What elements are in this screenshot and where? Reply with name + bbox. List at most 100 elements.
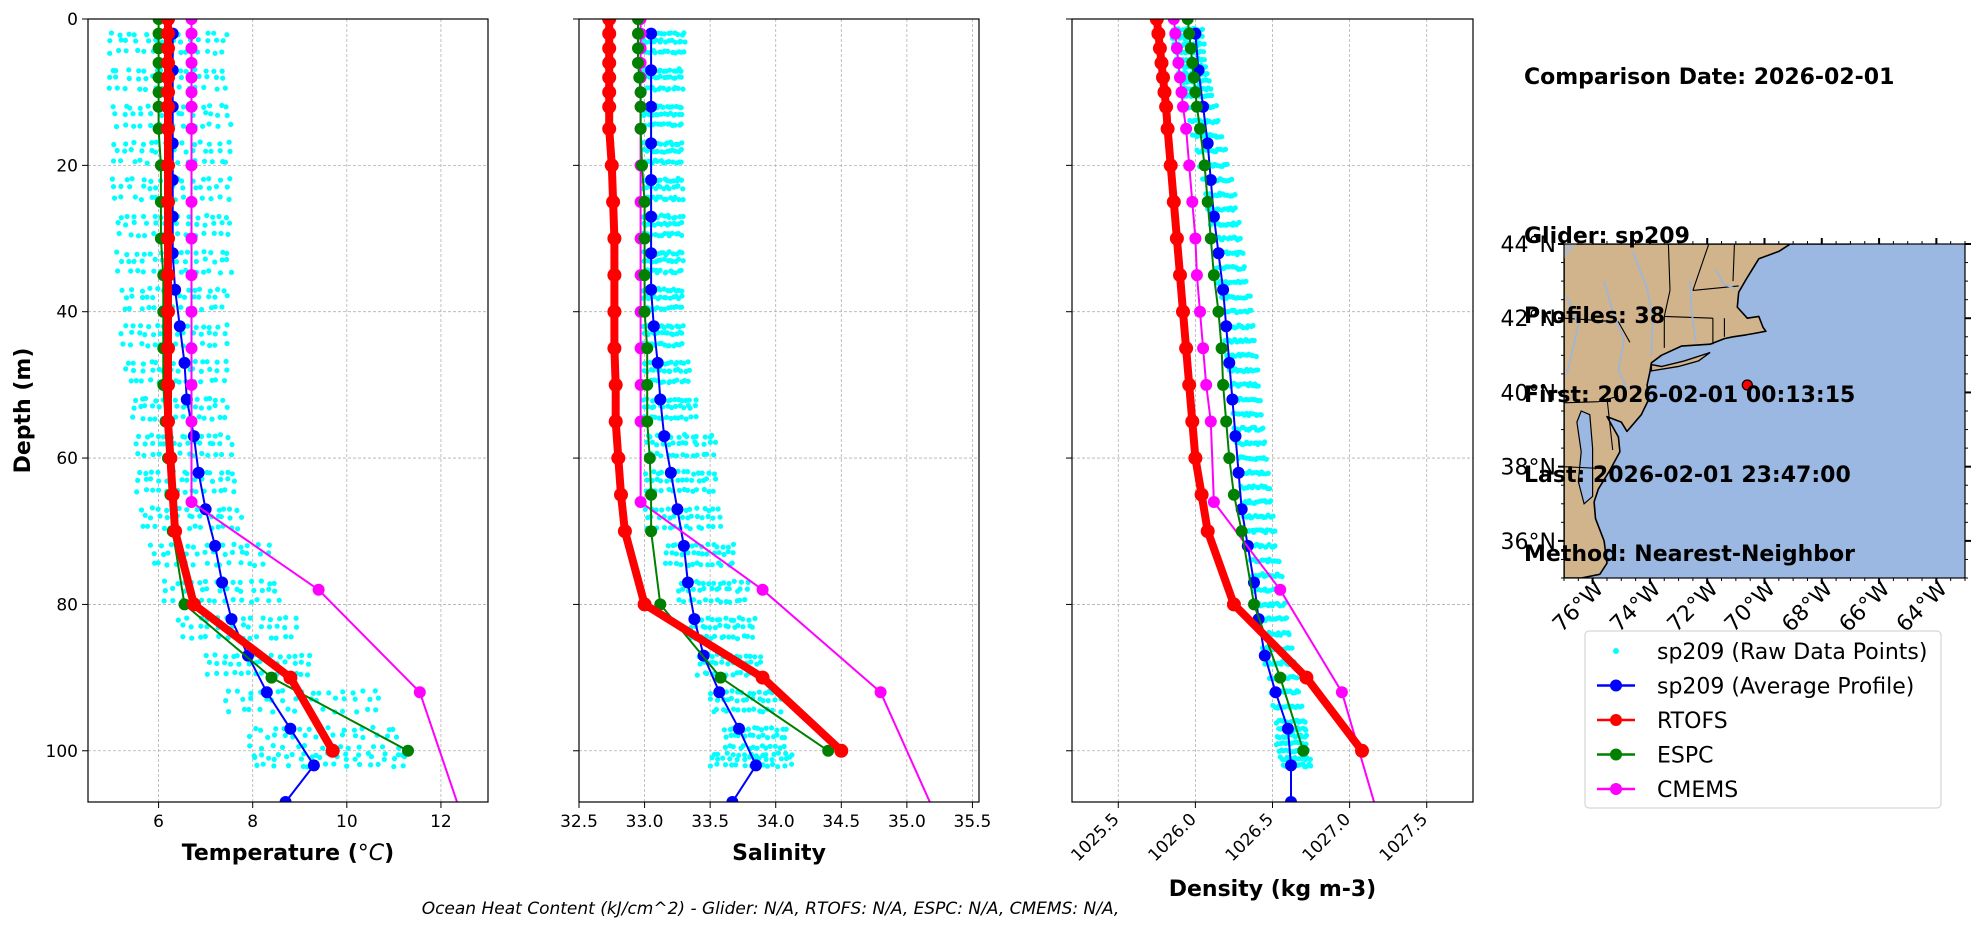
temperature-series-marker bbox=[185, 122, 198, 135]
density-raw-point bbox=[1243, 278, 1249, 284]
temperature-raw-point bbox=[130, 111, 136, 117]
temperature-raw-point bbox=[298, 756, 304, 762]
salinity-raw-point bbox=[734, 636, 741, 642]
temperature-raw-point bbox=[139, 341, 145, 347]
salinity-raw-point bbox=[713, 476, 719, 482]
salinity-raw-point bbox=[756, 734, 762, 740]
temperature-raw-point bbox=[198, 623, 204, 629]
temperature-series-marker bbox=[178, 598, 191, 611]
temperature-raw-point bbox=[131, 258, 137, 264]
density-raw-point bbox=[1299, 703, 1305, 709]
temperature-raw-point bbox=[339, 732, 346, 738]
salinity-raw-point bbox=[642, 506, 648, 512]
density-raw-point bbox=[1289, 645, 1295, 651]
temperature-raw-point bbox=[212, 259, 218, 265]
temperature-raw-point bbox=[145, 434, 151, 440]
temperature-raw-point bbox=[203, 68, 209, 74]
temperature-raw-point bbox=[212, 294, 218, 300]
temperature-raw-point bbox=[141, 233, 148, 239]
temperature-raw-point bbox=[234, 688, 240, 694]
temperature-raw-point bbox=[391, 764, 397, 770]
density-series-marker bbox=[1179, 341, 1194, 356]
salinity-raw-point bbox=[693, 414, 699, 420]
profile-count: Profiles: 38 bbox=[1524, 303, 1666, 329]
density-raw-point bbox=[1240, 325, 1246, 331]
temperature-raw-point bbox=[205, 452, 211, 458]
temperature-raw-point bbox=[128, 147, 134, 153]
salinity-series-marker bbox=[634, 122, 647, 135]
density-series-sp209-average-profile- bbox=[1189, 27, 1297, 802]
temperature-raw-point bbox=[225, 469, 231, 475]
salinity-raw-point bbox=[657, 267, 663, 273]
salinity-raw-point bbox=[702, 434, 708, 440]
temperature-raw-point bbox=[114, 249, 120, 255]
salinity-raw-point bbox=[651, 404, 657, 410]
salinity-series-marker bbox=[602, 70, 617, 85]
temperature-raw-point bbox=[224, 112, 230, 119]
temperature-raw-point bbox=[153, 139, 159, 145]
temperature-raw-point bbox=[260, 761, 266, 767]
salinity-raw-point bbox=[680, 586, 686, 592]
temperature-raw-point bbox=[372, 688, 378, 694]
salinity-xlabel: Salinity bbox=[732, 841, 826, 866]
density-series-marker bbox=[1258, 649, 1271, 662]
temperature-series-marker bbox=[260, 686, 273, 699]
temperature-raw-point bbox=[148, 122, 154, 129]
salinity-raw-point bbox=[750, 732, 756, 738]
salinity-raw-point bbox=[657, 287, 663, 293]
temperature-raw-point bbox=[140, 523, 146, 529]
salinity-raw-point bbox=[691, 550, 697, 556]
temperature-raw-point bbox=[199, 597, 205, 603]
salinity-raw-point bbox=[679, 293, 685, 299]
temperature-raw-point bbox=[144, 294, 150, 300]
temperature-raw-point bbox=[129, 329, 135, 335]
temperature-raw-point bbox=[219, 451, 225, 458]
salinity-raw-point bbox=[704, 451, 710, 457]
temperature-raw-point bbox=[206, 597, 212, 604]
temperature-raw-point bbox=[128, 268, 134, 274]
temperature-raw-point bbox=[141, 251, 147, 257]
salinity-raw-point bbox=[715, 506, 721, 512]
temperature-raw-point bbox=[126, 67, 132, 73]
salinity-raw-point bbox=[675, 31, 681, 38]
temperature-raw-point bbox=[228, 452, 235, 458]
temperature-raw-point bbox=[345, 745, 351, 751]
temperature-raw-point bbox=[299, 652, 305, 659]
salinity-raw-point bbox=[707, 763, 714, 769]
temperature-raw-point bbox=[137, 469, 143, 476]
temperature-series-marker bbox=[161, 55, 175, 70]
temperature-raw-point bbox=[197, 440, 203, 446]
temperature-raw-point bbox=[204, 586, 210, 592]
temperature-raw-point bbox=[199, 450, 205, 457]
temperature-raw-point bbox=[297, 726, 303, 732]
temperature-raw-point bbox=[218, 230, 224, 237]
salinity-raw-point bbox=[660, 104, 666, 110]
temperature-raw-point bbox=[395, 752, 401, 758]
salinity-raw-point bbox=[678, 105, 684, 111]
salinity-raw-point bbox=[670, 440, 676, 446]
temperature-raw-point bbox=[251, 587, 257, 594]
density-series-marker bbox=[1183, 159, 1196, 172]
temperature-raw-point bbox=[146, 324, 152, 330]
temperature-raw-point bbox=[219, 470, 225, 476]
density-raw-point bbox=[1251, 337, 1257, 344]
salinity-raw-point bbox=[667, 221, 673, 227]
salinity-raw-point bbox=[654, 305, 660, 311]
salinity-raw-point bbox=[718, 599, 724, 605]
salinity-raw-point bbox=[666, 442, 672, 448]
temperature-raw-point bbox=[298, 671, 304, 678]
temperature-raw-point bbox=[393, 734, 400, 740]
salinity-raw-point bbox=[709, 585, 715, 592]
temperature-raw-point bbox=[155, 560, 161, 566]
density-series-espc bbox=[1181, 19, 1310, 757]
temperature-series-marker bbox=[402, 744, 414, 757]
temperature-raw-point bbox=[143, 220, 150, 226]
temperature-raw-point bbox=[223, 671, 229, 677]
temperature-raw-point bbox=[141, 183, 147, 189]
salinity-raw-point bbox=[720, 755, 726, 761]
density-raw-point bbox=[1257, 398, 1263, 404]
salinity-raw-point bbox=[649, 439, 656, 445]
density-series-marker bbox=[1285, 796, 1297, 802]
salinity-raw-point bbox=[716, 585, 722, 591]
temperature-raw-point bbox=[244, 543, 250, 549]
